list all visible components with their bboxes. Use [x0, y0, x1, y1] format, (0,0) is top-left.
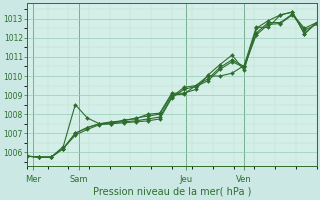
- X-axis label: Pression niveau de la mer( hPa ): Pression niveau de la mer( hPa ): [92, 187, 251, 197]
